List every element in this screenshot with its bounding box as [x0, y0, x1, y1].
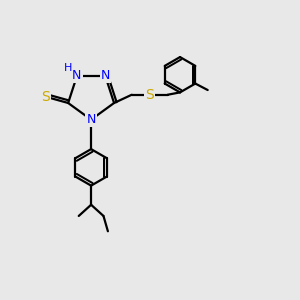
Text: N: N — [100, 70, 110, 83]
Text: N: N — [86, 113, 96, 126]
Text: N: N — [72, 70, 82, 83]
Text: H: H — [64, 63, 72, 73]
Text: S: S — [145, 88, 154, 102]
Text: S: S — [41, 89, 50, 103]
